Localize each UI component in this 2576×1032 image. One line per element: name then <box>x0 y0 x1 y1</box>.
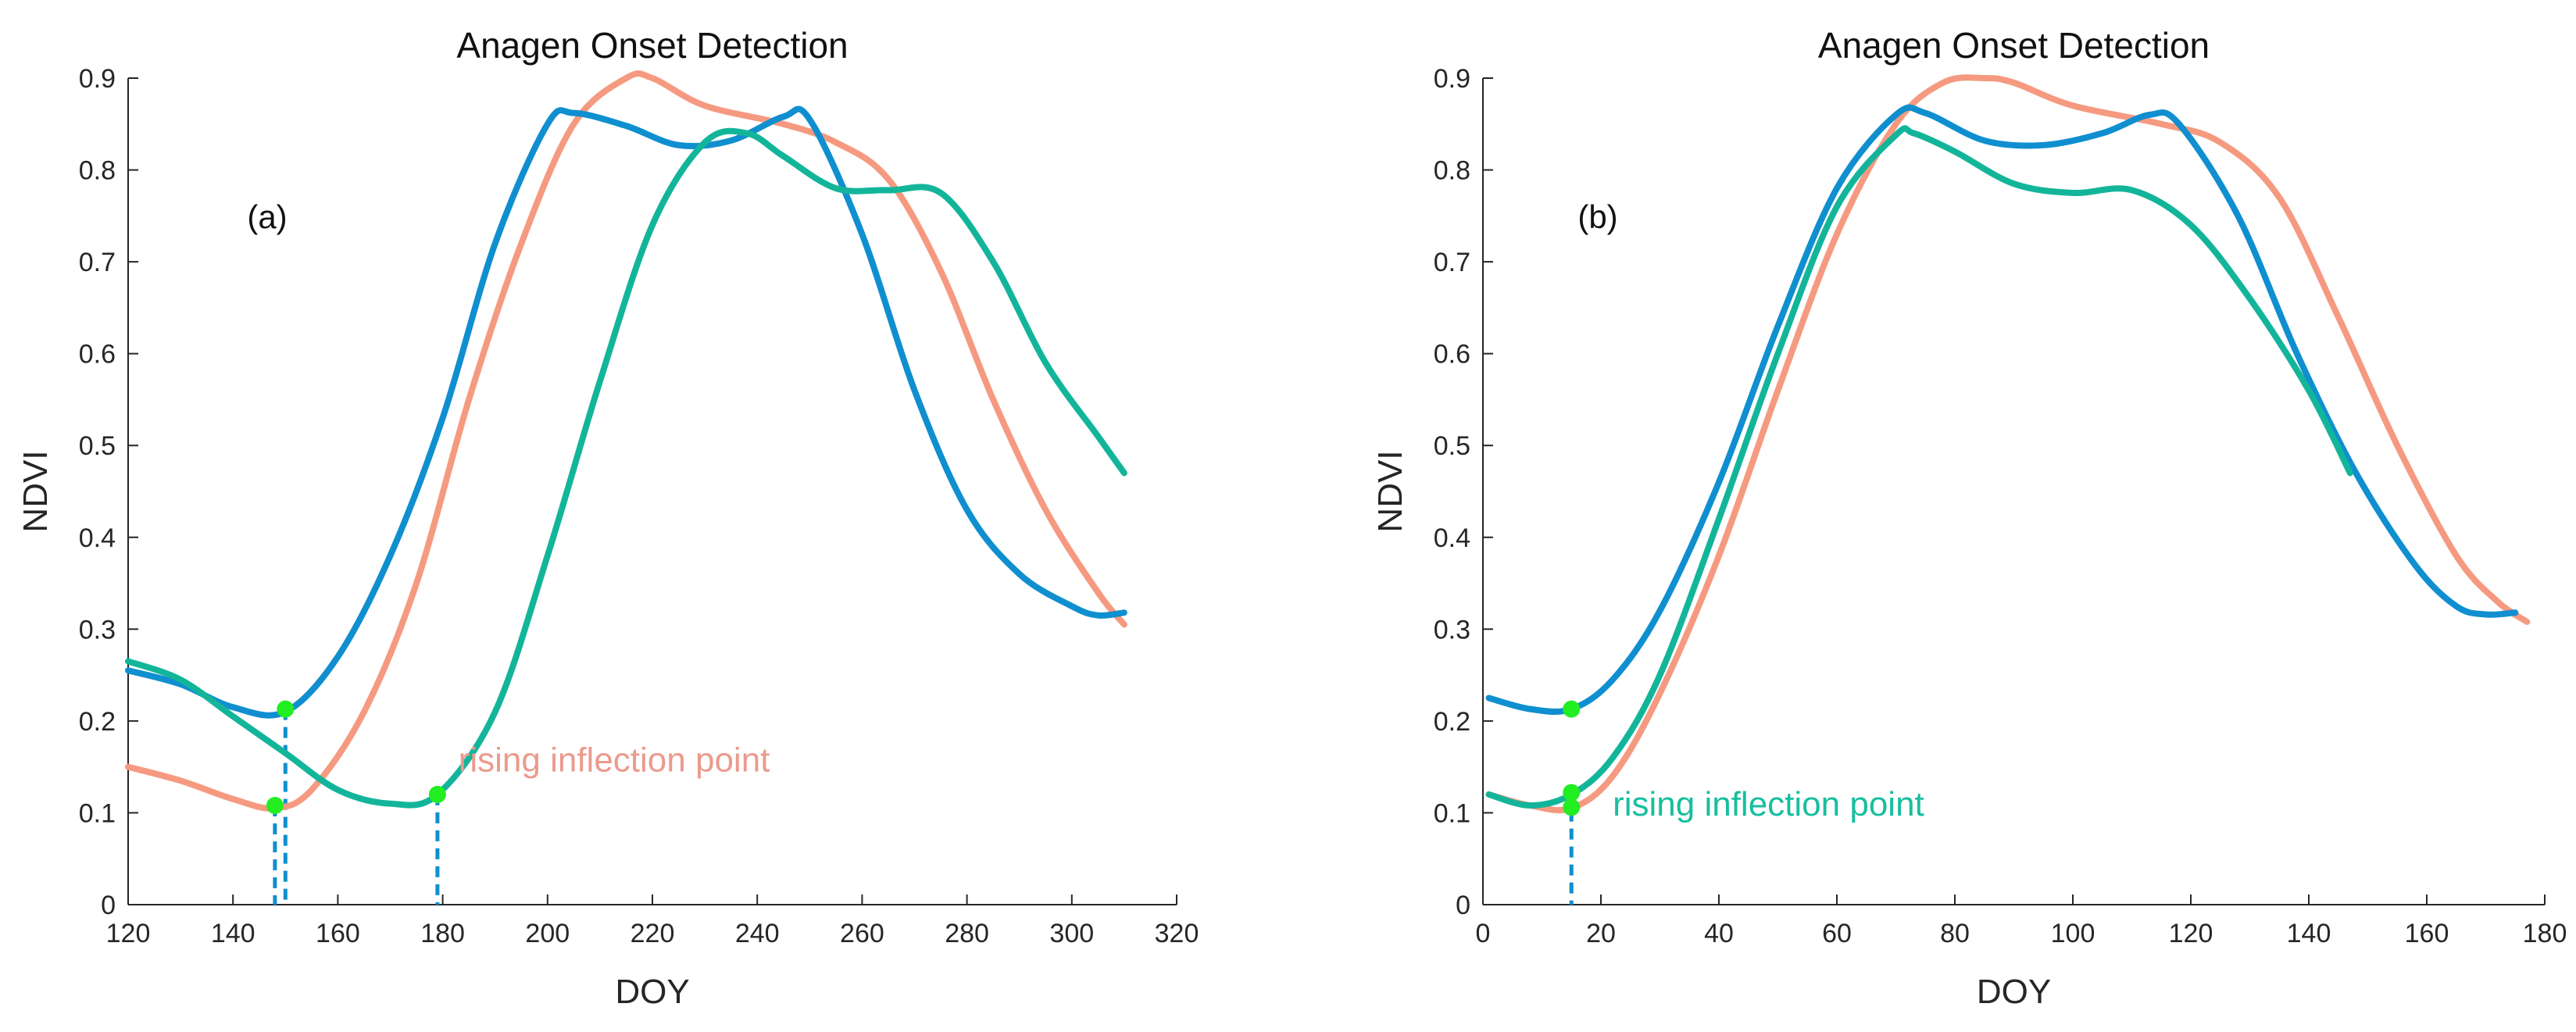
y-tick-label: 0.5 <box>79 431 116 461</box>
x-tick-label: 40 <box>1704 919 1734 948</box>
y-tick-label: 0.3 <box>79 615 116 645</box>
x-tick-label: 140 <box>2287 919 2331 948</box>
y-tick-label: 0.1 <box>79 798 116 828</box>
x-tick-label: 120 <box>106 919 151 948</box>
x-tick-label: 320 <box>1155 919 1199 948</box>
x-tick-label: 140 <box>211 919 255 948</box>
inflection-marker-teal <box>428 785 446 803</box>
y-tick-label: 0.6 <box>79 340 116 370</box>
x-tick-label: 60 <box>1822 919 1852 948</box>
y-tick-label: 0.3 <box>1434 615 1470 645</box>
panel-label: (a) <box>247 198 287 235</box>
x-tick-label: 20 <box>1586 919 1616 948</box>
x-axis-title: DOY <box>1977 973 2051 1011</box>
y-tick-label: 0.1 <box>1434 798 1470 828</box>
annotation-rising-inflection-point: rising inflection point <box>1613 785 1924 823</box>
x-tick-label: 80 <box>1940 919 1970 948</box>
chart-panel-a: 120 140 160 180 200 220 240 260 280 300 320 0 0.1 0.2… <box>16 25 1199 1011</box>
y-tick-label: 0.5 <box>1434 431 1470 461</box>
x-tick-label: 220 <box>631 919 675 948</box>
x-tick-label: 300 <box>1049 919 1094 948</box>
inflection-marker-blue <box>1563 700 1581 718</box>
x-tick-label: 100 <box>2051 919 2095 948</box>
y-tick-label: 0.2 <box>1434 707 1470 737</box>
y-tick-label: 0.9 <box>1434 64 1470 94</box>
y-tick-label: 0.8 <box>1434 156 1470 186</box>
y-tick-label: 0.7 <box>1434 248 1470 277</box>
x-tick-label: 180 <box>420 919 465 948</box>
chart-title: Anagen Onset Detection <box>456 25 848 66</box>
x-tick-label: 280 <box>945 919 989 948</box>
y-tick-label: 0.4 <box>79 523 116 553</box>
x-tick-label: 260 <box>840 919 884 948</box>
chart-panel-b: 0 20 40 60 80 100 120 140 160 180 0 0.1 0.2 0.3 0.4 0.5… <box>1371 25 2567 1011</box>
x-tick-label: 120 <box>2169 919 2213 948</box>
x-tick-label: 160 <box>316 919 360 948</box>
y-tick-label: 0.8 <box>79 156 116 186</box>
x-tick-label: 240 <box>735 919 780 948</box>
inflection-marker-blue <box>277 700 295 718</box>
series-line-salmon <box>125 70 1127 812</box>
y-tick-label: 0.7 <box>79 248 116 277</box>
y-tick-label: 0.6 <box>1434 340 1470 370</box>
series-line-salmon <box>1485 74 2531 814</box>
y-tick-label: 0.9 <box>79 64 116 94</box>
chart-title: Anagen Onset Detection <box>1818 25 2210 66</box>
series-line-blue <box>125 105 1127 719</box>
x-tick-label: 180 <box>2523 919 2567 948</box>
x-tick-label: 200 <box>525 919 570 948</box>
y-tick-label: 0 <box>1456 891 1470 920</box>
y-axis-title: NDVI <box>16 450 55 532</box>
y-tick-label: 0 <box>101 891 116 920</box>
x-tick-label: 0 <box>1476 919 1491 948</box>
panel-label: (b) <box>1577 198 1617 235</box>
y-tick-label: 0.2 <box>79 707 116 737</box>
y-axis-title: NDVI <box>1371 450 1409 532</box>
annotation-rising-inflection-point: rising inflection point <box>459 741 770 780</box>
y-tick-label: 0.4 <box>1434 523 1470 553</box>
inflection-marker-salmon <box>1563 798 1581 816</box>
x-axis-title: DOY <box>615 973 689 1011</box>
series-line-teal <box>1485 125 2353 809</box>
inflection-marker-teal <box>1563 784 1581 802</box>
series-line-blue <box>1485 104 2519 715</box>
x-tick-label: 160 <box>2405 919 2449 948</box>
series-line-teal <box>125 127 1127 809</box>
inflection-marker-salmon <box>266 797 284 815</box>
